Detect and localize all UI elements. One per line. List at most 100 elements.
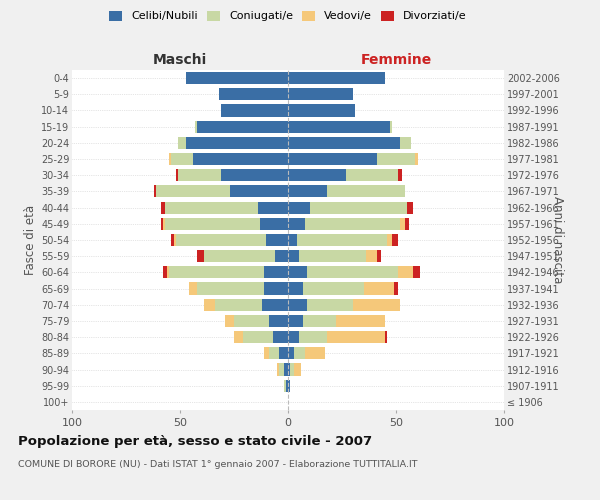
Bar	[269, 315, 288, 327]
Bar	[388, 234, 392, 246]
Bar	[169, 153, 172, 165]
Bar	[264, 348, 269, 360]
Bar	[305, 348, 325, 360]
Bar	[288, 169, 346, 181]
Bar	[284, 380, 286, 392]
Bar	[187, 137, 288, 149]
Text: Maschi: Maschi	[153, 53, 207, 67]
Legend: Celibi/Nubili, Coniugati/e, Vedovi/e, Divorziati/e: Celibi/Nubili, Coniugati/e, Vedovi/e, Di…	[109, 10, 467, 22]
Bar	[165, 202, 258, 213]
Bar	[230, 186, 288, 198]
Y-axis label: Fasce di età: Fasce di età	[23, 205, 37, 275]
Bar	[364, 282, 394, 294]
Bar	[163, 218, 165, 230]
Bar	[288, 364, 290, 376]
Bar	[366, 250, 377, 262]
Bar	[377, 250, 381, 262]
Bar	[163, 266, 167, 278]
Bar	[305, 218, 400, 230]
Bar	[195, 120, 197, 132]
Bar	[327, 186, 404, 198]
Text: COMUNE DI BORORE (NU) - Dati ISTAT 1° gennaio 2007 - Elaborazione TUTTITALIA.IT: COMUNE DI BORORE (NU) - Dati ISTAT 1° ge…	[18, 460, 418, 469]
Bar	[273, 331, 288, 343]
Bar	[234, 331, 242, 343]
Bar	[288, 137, 400, 149]
Bar	[385, 331, 388, 343]
Bar	[286, 380, 288, 392]
Bar	[277, 364, 280, 376]
Bar	[288, 202, 310, 213]
Bar	[288, 120, 389, 132]
Bar	[295, 348, 305, 360]
Bar	[288, 282, 303, 294]
Bar	[187, 72, 288, 84]
Bar	[204, 298, 215, 311]
Bar	[178, 169, 221, 181]
Bar	[280, 364, 284, 376]
Bar	[310, 202, 407, 213]
Bar	[266, 234, 288, 246]
Bar	[413, 266, 420, 278]
Bar	[353, 298, 400, 311]
Bar	[394, 282, 398, 294]
Bar	[404, 218, 409, 230]
Bar	[173, 234, 176, 246]
Bar	[346, 169, 398, 181]
Bar	[172, 234, 173, 246]
Bar	[264, 266, 288, 278]
Bar	[288, 218, 305, 230]
Bar	[288, 104, 355, 117]
Bar	[280, 348, 288, 360]
Bar	[221, 169, 288, 181]
Bar	[284, 364, 288, 376]
Bar	[400, 137, 411, 149]
Bar	[288, 72, 385, 84]
Bar	[288, 315, 303, 327]
Bar	[176, 169, 178, 181]
Bar	[295, 364, 301, 376]
Bar	[288, 298, 307, 311]
Bar	[400, 218, 404, 230]
Bar	[296, 234, 388, 246]
Bar	[156, 186, 230, 198]
Bar	[234, 315, 269, 327]
Bar	[288, 348, 295, 360]
Bar	[288, 250, 299, 262]
Bar	[299, 250, 366, 262]
Bar	[172, 153, 193, 165]
Bar	[269, 348, 280, 360]
Bar	[242, 331, 273, 343]
Bar	[288, 266, 307, 278]
Bar	[303, 282, 364, 294]
Bar	[377, 153, 415, 165]
Bar	[264, 282, 288, 294]
Bar	[176, 234, 266, 246]
Bar	[307, 266, 398, 278]
Bar	[389, 120, 392, 132]
Bar	[299, 331, 327, 343]
Bar	[288, 153, 377, 165]
Bar	[197, 282, 264, 294]
Bar	[392, 234, 398, 246]
Bar	[169, 266, 264, 278]
Bar	[290, 364, 295, 376]
Bar	[258, 202, 288, 213]
Y-axis label: Anni di nascita: Anni di nascita	[551, 196, 564, 284]
Bar	[215, 298, 262, 311]
Bar	[398, 266, 413, 278]
Bar	[219, 88, 288, 101]
Bar	[178, 137, 187, 149]
Bar	[307, 298, 353, 311]
Bar	[288, 88, 353, 101]
Bar	[398, 169, 403, 181]
Bar	[197, 250, 204, 262]
Bar	[167, 266, 169, 278]
Bar	[204, 250, 275, 262]
Bar	[288, 234, 296, 246]
Bar	[288, 331, 299, 343]
Bar	[303, 315, 335, 327]
Bar	[407, 202, 413, 213]
Bar	[161, 218, 163, 230]
Bar	[188, 282, 197, 294]
Bar	[154, 186, 156, 198]
